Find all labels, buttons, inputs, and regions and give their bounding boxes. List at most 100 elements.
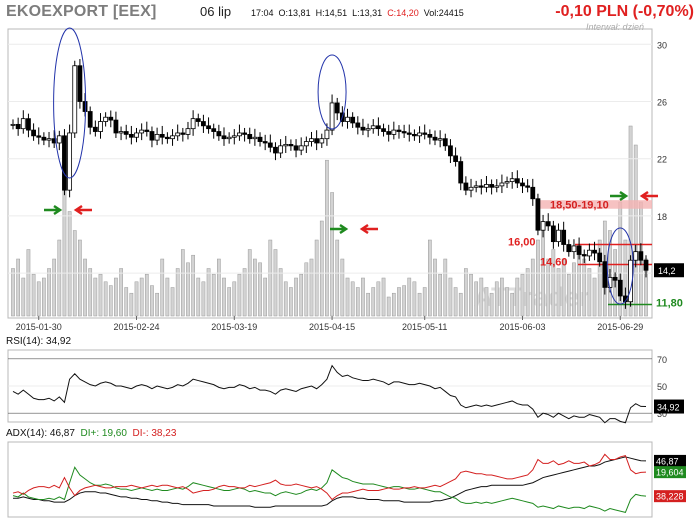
volume-bar bbox=[160, 258, 165, 317]
candle bbox=[556, 229, 561, 243]
volume-bar bbox=[402, 285, 406, 317]
ohlc-readout: 17:04 O:13,81 H:14,51 L:13,31 C:14,20 Vo… bbox=[251, 8, 464, 18]
volume-bar bbox=[587, 268, 592, 317]
candle bbox=[273, 146, 278, 154]
candle bbox=[303, 141, 309, 147]
volume-bar bbox=[263, 277, 268, 317]
volume-bar bbox=[88, 268, 93, 317]
volume-bar bbox=[139, 277, 144, 317]
volume-bar bbox=[170, 287, 175, 317]
volume-bar bbox=[469, 273, 473, 317]
candle bbox=[375, 125, 381, 130]
candle bbox=[561, 229, 567, 245]
volume-bar bbox=[474, 281, 479, 317]
volume-bar bbox=[93, 277, 98, 317]
candle bbox=[499, 182, 505, 187]
rsi-tick-label: 70 bbox=[657, 355, 667, 365]
volume-bar bbox=[530, 258, 535, 317]
adx-last-tag bbox=[654, 466, 686, 479]
candle bbox=[535, 198, 541, 231]
volume-bar bbox=[551, 249, 556, 317]
volume-bar bbox=[366, 292, 370, 317]
volume-bar bbox=[83, 258, 87, 317]
volume-bar bbox=[186, 262, 190, 317]
volume-bar bbox=[443, 258, 448, 317]
volume-bar bbox=[217, 258, 221, 317]
candle bbox=[427, 133, 433, 138]
volume-bar bbox=[397, 287, 401, 317]
candle bbox=[180, 132, 186, 135]
volume-bar bbox=[191, 254, 195, 317]
candle bbox=[319, 138, 325, 144]
x-tick-label: 2015-01-30 bbox=[16, 322, 62, 332]
volume-bar bbox=[623, 239, 628, 317]
volume-bar bbox=[253, 258, 257, 317]
adx-panel-frame bbox=[7, 441, 653, 518]
volume-bar bbox=[561, 258, 566, 317]
level-label: 16,00 bbox=[508, 237, 536, 249]
adx-last-label: 19,604 bbox=[656, 468, 684, 478]
level-label: 14,60 bbox=[540, 257, 568, 269]
volume-bar bbox=[422, 287, 427, 317]
candle bbox=[417, 132, 422, 137]
candle bbox=[509, 178, 515, 182]
candle bbox=[62, 135, 67, 191]
volume-bar bbox=[98, 273, 103, 317]
candle bbox=[267, 142, 273, 148]
volume-bar bbox=[304, 262, 309, 317]
volume-bar bbox=[242, 268, 247, 317]
candle bbox=[581, 254, 587, 257]
candle bbox=[293, 145, 299, 151]
volume-bar bbox=[180, 249, 185, 317]
x-tick-label: 2015-03-19 bbox=[211, 322, 257, 332]
candle bbox=[237, 132, 242, 137]
volume-bar bbox=[57, 239, 62, 317]
ticker-title[interactable]: EKOEXPORT [EEX] bbox=[6, 3, 157, 20]
volume-bar bbox=[124, 287, 129, 317]
sell-arrow bbox=[73, 204, 92, 216]
volume-bar bbox=[433, 258, 437, 317]
volume-bar bbox=[258, 262, 262, 317]
resistance-zone bbox=[540, 200, 652, 209]
candle bbox=[602, 261, 608, 288]
volume-bar bbox=[525, 268, 530, 317]
x-tick-label: 2015-06-29 bbox=[597, 322, 643, 332]
candle bbox=[391, 129, 397, 135]
candle bbox=[149, 131, 155, 141]
volume-bar bbox=[268, 239, 273, 317]
quote-time: 17:04 bbox=[251, 8, 274, 18]
level-label: 18,50-19,10 bbox=[550, 199, 609, 211]
candle bbox=[530, 186, 536, 200]
volume-bar bbox=[536, 239, 540, 317]
candle bbox=[309, 138, 314, 142]
price-change: -0,10 PLN (-0,70%) bbox=[555, 3, 694, 20]
volume-bar bbox=[361, 277, 365, 317]
candle bbox=[473, 185, 479, 188]
candle bbox=[370, 125, 376, 130]
candle bbox=[442, 138, 448, 147]
candle bbox=[550, 225, 556, 243]
candle bbox=[458, 161, 464, 184]
highlight-ellipse bbox=[317, 54, 347, 130]
adx-last-tag bbox=[654, 490, 686, 503]
candle bbox=[478, 185, 484, 188]
volume-bar bbox=[294, 277, 298, 317]
adx-series-line bbox=[13, 456, 647, 508]
candle bbox=[453, 155, 458, 162]
rsi-line bbox=[12, 364, 647, 424]
candle bbox=[257, 136, 263, 142]
volume-bar bbox=[150, 285, 154, 317]
quote-date: 06 lip bbox=[200, 4, 232, 19]
candle bbox=[231, 135, 237, 138]
candle bbox=[175, 132, 181, 137]
highlight-ellipse bbox=[53, 27, 87, 179]
volume-bar bbox=[458, 292, 463, 317]
volume-bar bbox=[114, 277, 118, 317]
candle bbox=[484, 184, 489, 188]
low-value: L:13,31 bbox=[352, 8, 383, 18]
candle bbox=[406, 132, 412, 135]
candle bbox=[514, 178, 520, 184]
rsi-last-label: 34,92 bbox=[657, 403, 680, 413]
candle bbox=[350, 116, 356, 124]
